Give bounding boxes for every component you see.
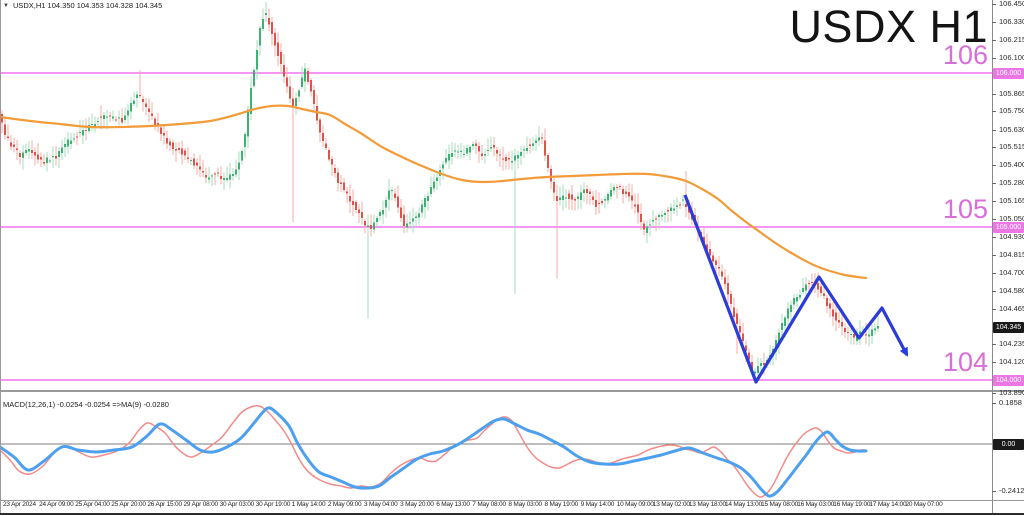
panel-separator[interactable]: [0, 390, 1024, 392]
level-big-label: 104: [942, 347, 988, 377]
macd-indicator: [0, 404, 992, 498]
time-axis-label: 16 May 19:00: [833, 501, 871, 508]
price-tick-label: 104.580: [999, 286, 1024, 295]
macd-tick-mark: [992, 403, 996, 404]
time-axis-label: 8 May 19:00: [544, 501, 579, 508]
time-axis-label: 23 Apr 2024: [3, 501, 36, 508]
time-axis-label: 17 May 14:00: [869, 501, 907, 508]
price-tick-label: 104.815: [999, 250, 1024, 259]
time-axis[interactable]: 23 Apr 2024 24 Apr 09:00 25 Apr 04:00 25 Ap…: [0, 501, 1024, 512]
price-tick-label: 105.630: [999, 125, 1024, 134]
price-tick-label: 105.400: [999, 160, 1024, 169]
price-tick-mark: [992, 22, 996, 23]
time-axis-label: 30 Apr 03:00: [219, 501, 255, 508]
time-axis-label: 10 May 09:00: [616, 501, 654, 508]
chart-left-border: [0, 0, 1, 513]
price-tick-mark: [992, 219, 996, 220]
time-axis-label: 14 May 13:00: [725, 501, 762, 508]
macd-tick-label: 0.1858: [999, 398, 1022, 407]
time-axis-label: 25 Apr 04:00: [75, 501, 110, 508]
price-tick-label: 106.100: [999, 53, 1024, 62]
price-tick-mark: [992, 183, 996, 184]
time-axis-label: 13 May 02:00: [652, 501, 690, 508]
macd-tick-mark: [992, 393, 996, 394]
time-axis-label: 1 May 14:00: [291, 501, 326, 508]
time-axis-label: 2 May 09:00: [327, 501, 362, 508]
time-axis-label: 3 May 04:00: [364, 501, 398, 508]
time-axis-label: 25 Apr 20:00: [111, 501, 146, 508]
price-tick-mark: [992, 273, 996, 274]
price-tick-mark: [992, 58, 996, 59]
price-tick-label: 104.120: [999, 357, 1024, 366]
horizontal-level-lines[interactable]: [0, 72, 992, 381]
price-tick-label: 105.515: [999, 142, 1024, 151]
price-tick-label: 104.235: [999, 339, 1024, 348]
candlesticks: [1, 2, 879, 382]
price-tick-mark: [992, 237, 996, 238]
macd-zero-box: 0.00: [993, 439, 1024, 450]
price-tick-label: 105.050: [999, 214, 1024, 223]
level-price-box: 104.000: [993, 375, 1024, 386]
price-tick-label: 106.450: [999, 0, 1024, 8]
time-axis-label: 15 May 08:00: [761, 501, 799, 508]
price-tick-label: 105.280: [999, 178, 1024, 187]
time-axis-label: 26 Apr 15:00: [147, 501, 182, 508]
one-click-trading-expand-icon[interactable]: ▼: [3, 2, 9, 9]
macd-tick-label: -0.2412: [999, 486, 1024, 495]
symbol-ohlc-quote: USDX,H1 104.350 104.353 104.328 104.345: [12, 1, 163, 10]
price-axis-border: [992, 0, 993, 513]
price-tick-label: 104.465: [999, 304, 1024, 313]
time-axis-label: 16 May 03:00: [797, 501, 835, 508]
price-tick-label: 104.700: [999, 268, 1024, 277]
price-tick-mark: [992, 362, 996, 363]
time-axis-label: 20 May 07:00: [905, 501, 943, 508]
time-axis-label: 24 Apr 09:00: [39, 501, 74, 508]
price-tick-mark: [992, 94, 996, 95]
time-axis-label: 8 May 03:00: [508, 501, 542, 508]
trend-arrow-annotation[interactable]: [683, 194, 909, 384]
macd-indicator-label: MACD(12,26,1) -0.0254 -0.0254 =>MA(9) -0…: [3, 400, 169, 409]
time-axis-separator: [0, 500, 1024, 501]
price-tick-mark: [992, 111, 996, 112]
level-big-label: 105: [942, 194, 988, 224]
quote-bar: ▼ USDX,H1 104.350 104.353 104.328 104.34…: [3, 1, 162, 10]
time-axis-label: 7 May 08:00: [472, 501, 506, 508]
time-axis-label: 30 Apr 19:00: [255, 501, 291, 508]
price-tick-mark: [992, 291, 996, 292]
chart-watermark-title: USDX H1: [789, 1, 988, 52]
price-tick-mark: [992, 255, 996, 256]
price-tick-mark: [992, 4, 996, 5]
price-tick-mark: [992, 344, 996, 345]
time-axis-label: 13 May 18:00: [688, 501, 726, 508]
macd-tick-mark: [992, 491, 996, 492]
price-tick-mark: [992, 165, 996, 166]
current-price-box: 104.345: [993, 322, 1024, 333]
price-tick-mark: [992, 309, 996, 310]
price-tick-label: 105.865: [999, 89, 1024, 98]
time-axis-label: 29 Apr 08:00: [183, 501, 219, 508]
price-tick-label: 104.930: [999, 232, 1024, 241]
price-tick-mark: [992, 201, 996, 202]
time-axis-label: 3 May 20:00: [400, 501, 434, 508]
price-tick-label: 106.215: [999, 35, 1024, 44]
price-tick-label: 106.330: [999, 17, 1024, 26]
price-tick-label: 105.165: [999, 196, 1024, 205]
price-tick-mark: [992, 130, 996, 131]
window-bottom-edge: [0, 513, 1024, 515]
price-tick-mark: [992, 40, 996, 41]
level-price-box: 105.000: [993, 222, 1024, 233]
time-axis-label: 9 May 14:00: [580, 501, 615, 508]
level-big-label: 106: [942, 40, 988, 70]
time-axis-label: 6 May 13:00: [436, 501, 470, 508]
price-tick-mark: [992, 147, 996, 148]
moving-average-line[interactable]: [0, 104, 868, 280]
level-price-box: 106.000: [993, 68, 1024, 79]
macd-tick-label: 103.890: [999, 388, 1024, 397]
price-tick-label: 105.750: [999, 106, 1024, 115]
